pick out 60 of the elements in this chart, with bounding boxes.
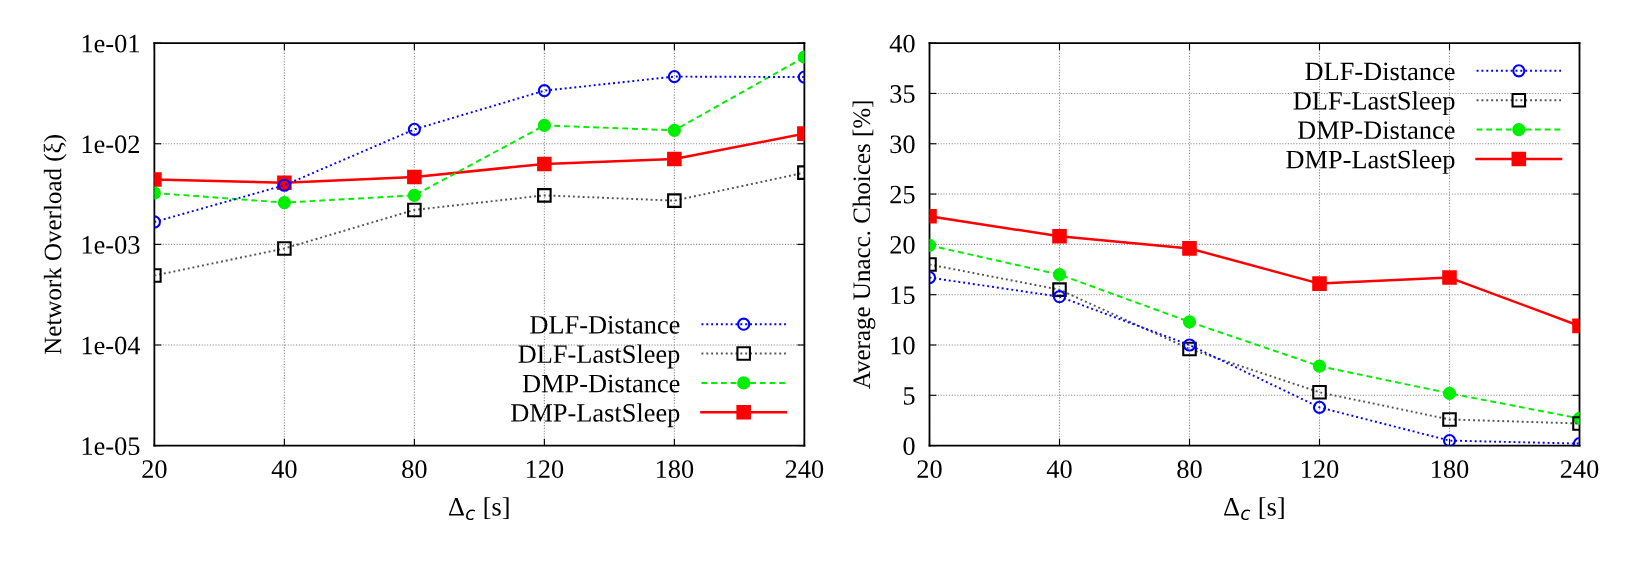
x-tick-label: 80 [1177, 460, 1202, 479]
point [667, 69, 681, 84]
point [1442, 386, 1457, 400]
x-tick-label: 80 [402, 460, 427, 479]
point [537, 118, 551, 133]
y-tick-label: 0 [903, 437, 915, 456]
point [1182, 338, 1197, 352]
point [1182, 315, 1197, 329]
point [1052, 267, 1067, 282]
y-tick-label: 30 [890, 135, 915, 154]
legend-label: DLF-Distance [1305, 62, 1455, 81]
y-tick-label: 1e-03 [82, 235, 140, 254]
legend-label: DMP-LastSleep [511, 403, 680, 428]
point [407, 188, 421, 202]
x-tick-label: 120 [1302, 460, 1339, 479]
y-axis-title: Network Overload (ξ) [43, 135, 67, 355]
legend-label: DLF-Distance [530, 315, 680, 334]
y-tick-label: 20 [890, 235, 915, 254]
x-tick-label: 20 [917, 460, 942, 479]
point [537, 156, 552, 172]
y-axis-title: Average Unacc. Choices [%] [852, 101, 876, 389]
y-tick-label: 25 [890, 185, 915, 204]
x-tick-label: 40 [1046, 460, 1072, 479]
y-tick-label: 35 [890, 85, 915, 103]
legend-label: DMP-Distance [522, 374, 680, 393]
x-tick-label: 240 [1560, 460, 1599, 479]
point [277, 196, 291, 210]
y-tick-label: 15 [891, 286, 915, 305]
x-axis-title: Δ$_{c}$ [s] [448, 497, 509, 521]
x-tick-label: 180 [1432, 460, 1469, 479]
legend-label: DLF-LastSleep [518, 344, 680, 369]
y-tick-label: 1e-02 [82, 135, 140, 154]
point [1312, 276, 1327, 291]
point [1312, 359, 1327, 373]
point [1052, 290, 1067, 304]
point [1052, 229, 1067, 244]
legend-label: DLF-LastSleep [1293, 91, 1455, 116]
point [1312, 400, 1327, 414]
point [1442, 270, 1457, 285]
legend-label: DMP-Distance [1297, 121, 1455, 140]
x-tick-label: 240 [785, 460, 824, 479]
y-tick-label: 10 [891, 336, 915, 355]
point [537, 84, 551, 98]
point [407, 122, 421, 136]
y-tick-label: 1e-01 [82, 34, 139, 53]
y-tick-label: 40 [889, 34, 915, 53]
point [1182, 241, 1197, 256]
x-tick-label: 40 [271, 460, 297, 479]
legend-label: DMP-LastSleep [1286, 149, 1455, 174]
point [667, 151, 682, 167]
y-tick-label: 1e-04 [82, 336, 141, 355]
y-tick-label: 1e-05 [82, 437, 140, 456]
x-tick-label: 120 [526, 460, 564, 479]
y-tick-label: 5 [903, 387, 915, 405]
x-tick-label: 180 [656, 460, 694, 479]
x-axis-title: Δ$_{c}$ [s] [1224, 497, 1284, 521]
x-tick-label: 20 [142, 460, 167, 479]
point [407, 169, 422, 185]
point [667, 123, 681, 137]
point [1442, 434, 1457, 446]
